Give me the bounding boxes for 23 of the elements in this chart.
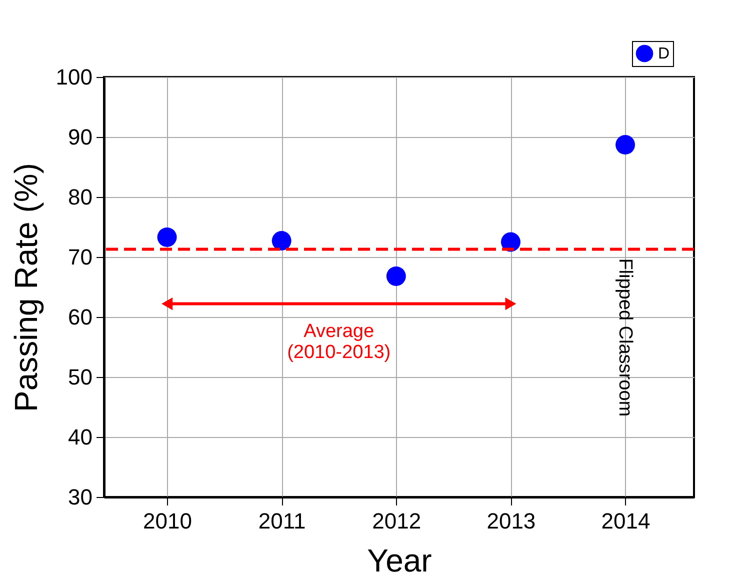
y-tick-label: 40 — [68, 424, 92, 450]
x-tick-label: 2011 — [258, 508, 306, 534]
y-tick-label: 60 — [68, 304, 92, 330]
y-tick-label: 50 — [68, 364, 92, 390]
point — [272, 231, 292, 251]
x-axis-title: Year — [367, 542, 432, 578]
y-axis-title: Passing Rate (%) — [8, 163, 44, 412]
point — [157, 227, 177, 247]
y-tick-label: 70 — [68, 244, 92, 270]
annotation: Average (2010-2013) — [287, 320, 391, 363]
point — [616, 135, 636, 155]
y-tick-label: 90 — [68, 124, 92, 150]
x-tick-label: 2010 — [143, 508, 192, 534]
annotation: Flipped Classroom — [614, 258, 636, 417]
x-tick-label: 2013 — [486, 508, 536, 534]
point — [386, 266, 406, 286]
y-tick-label: 80 — [68, 184, 92, 210]
y-tick-label: 30 — [68, 484, 92, 510]
x-tick-label: 2012 — [372, 508, 422, 534]
legend-label: D — [658, 46, 670, 62]
x-tick-label: 2014 — [601, 508, 650, 534]
point — [500, 232, 520, 252]
y-tick-label: 100 — [56, 64, 92, 90]
